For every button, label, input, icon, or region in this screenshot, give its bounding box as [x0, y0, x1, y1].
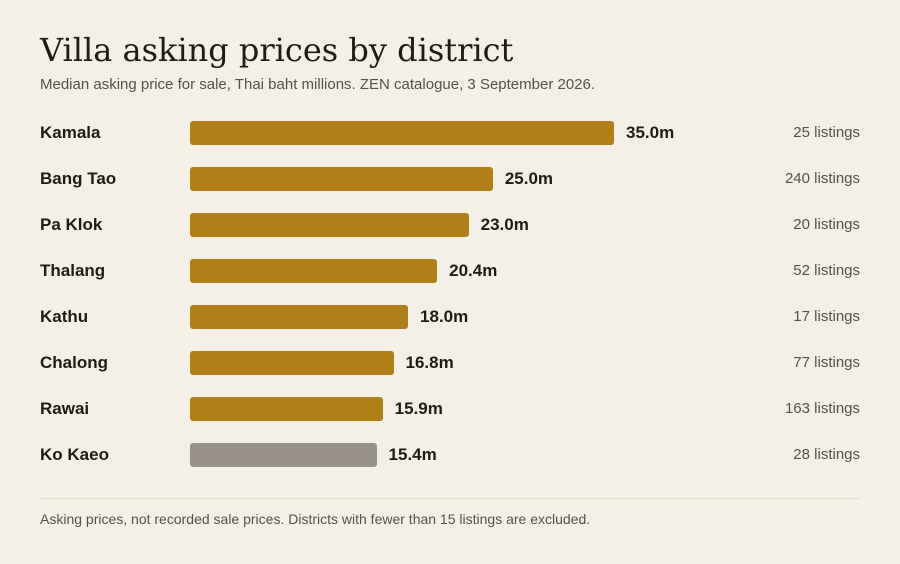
category-label: Thalang: [40, 261, 106, 280]
category-label: Ko Kaeo: [40, 445, 109, 464]
listing-count: 28 listings: [793, 446, 860, 463]
bar-value-label: 23.0m: [480, 215, 529, 234]
bar: [190, 397, 383, 421]
bar-value-label: 15.9m: [394, 399, 443, 418]
bar-value-label: 35.0m: [626, 123, 675, 142]
category-label: Pa Klok: [40, 215, 103, 234]
chart-title: Villa asking prices by district: [40, 31, 514, 69]
bar-row: Kathu 18.0m 17 listings: [0, 294, 900, 340]
bar: [190, 213, 469, 237]
bar-row: Kamala 35.0m 25 listings: [0, 110, 900, 156]
listing-count: 25 listings: [793, 124, 860, 141]
listing-count: 240 listings: [784, 170, 860, 187]
bar-row: Bang Tao 25.0m 240 listings: [0, 156, 900, 202]
bar-value-label: 20.4m: [449, 261, 498, 280]
bar-value-label: 18.0m: [420, 307, 469, 326]
bar: [190, 351, 394, 375]
category-label: Kamala: [40, 123, 101, 142]
bar: [190, 305, 409, 329]
listing-count: 20 listings: [793, 216, 860, 233]
bar-row: Thalang 20.4m 52 listings: [0, 248, 900, 294]
bar-value-label: 25.0m: [504, 169, 554, 188]
category-label: Bang Tao: [40, 169, 117, 188]
bar: [190, 443, 377, 467]
listing-count: 77 listings: [793, 354, 860, 371]
bar-value-label: 15.4m: [388, 445, 437, 464]
bar-row: Rawai 15.9m 163 listings: [0, 386, 900, 432]
bar-row: Chalong 16.8m 77 listings: [0, 340, 900, 386]
bar: [190, 259, 438, 283]
bar: [190, 167, 493, 191]
footnote: Asking prices, not recorded sale prices.…: [40, 511, 591, 527]
bar: [190, 121, 614, 145]
bar-value-label: 16.8m: [405, 353, 454, 372]
bar-row: Ko Kaeo 15.4m 28 listings: [0, 432, 900, 478]
bar-row: Pa Klok 23.0m 20 listings: [0, 202, 900, 248]
footer-divider: [40, 498, 860, 499]
listing-count: 17 listings: [793, 308, 860, 325]
category-label: Chalong: [40, 353, 108, 372]
category-label: Rawai: [40, 399, 90, 418]
listing-count: 163 listings: [784, 400, 860, 417]
category-label: Kathu: [40, 307, 89, 326]
listing-count: 52 listings: [793, 262, 860, 279]
chart-subtitle: Median asking price for sale, Thai baht …: [40, 76, 596, 93]
